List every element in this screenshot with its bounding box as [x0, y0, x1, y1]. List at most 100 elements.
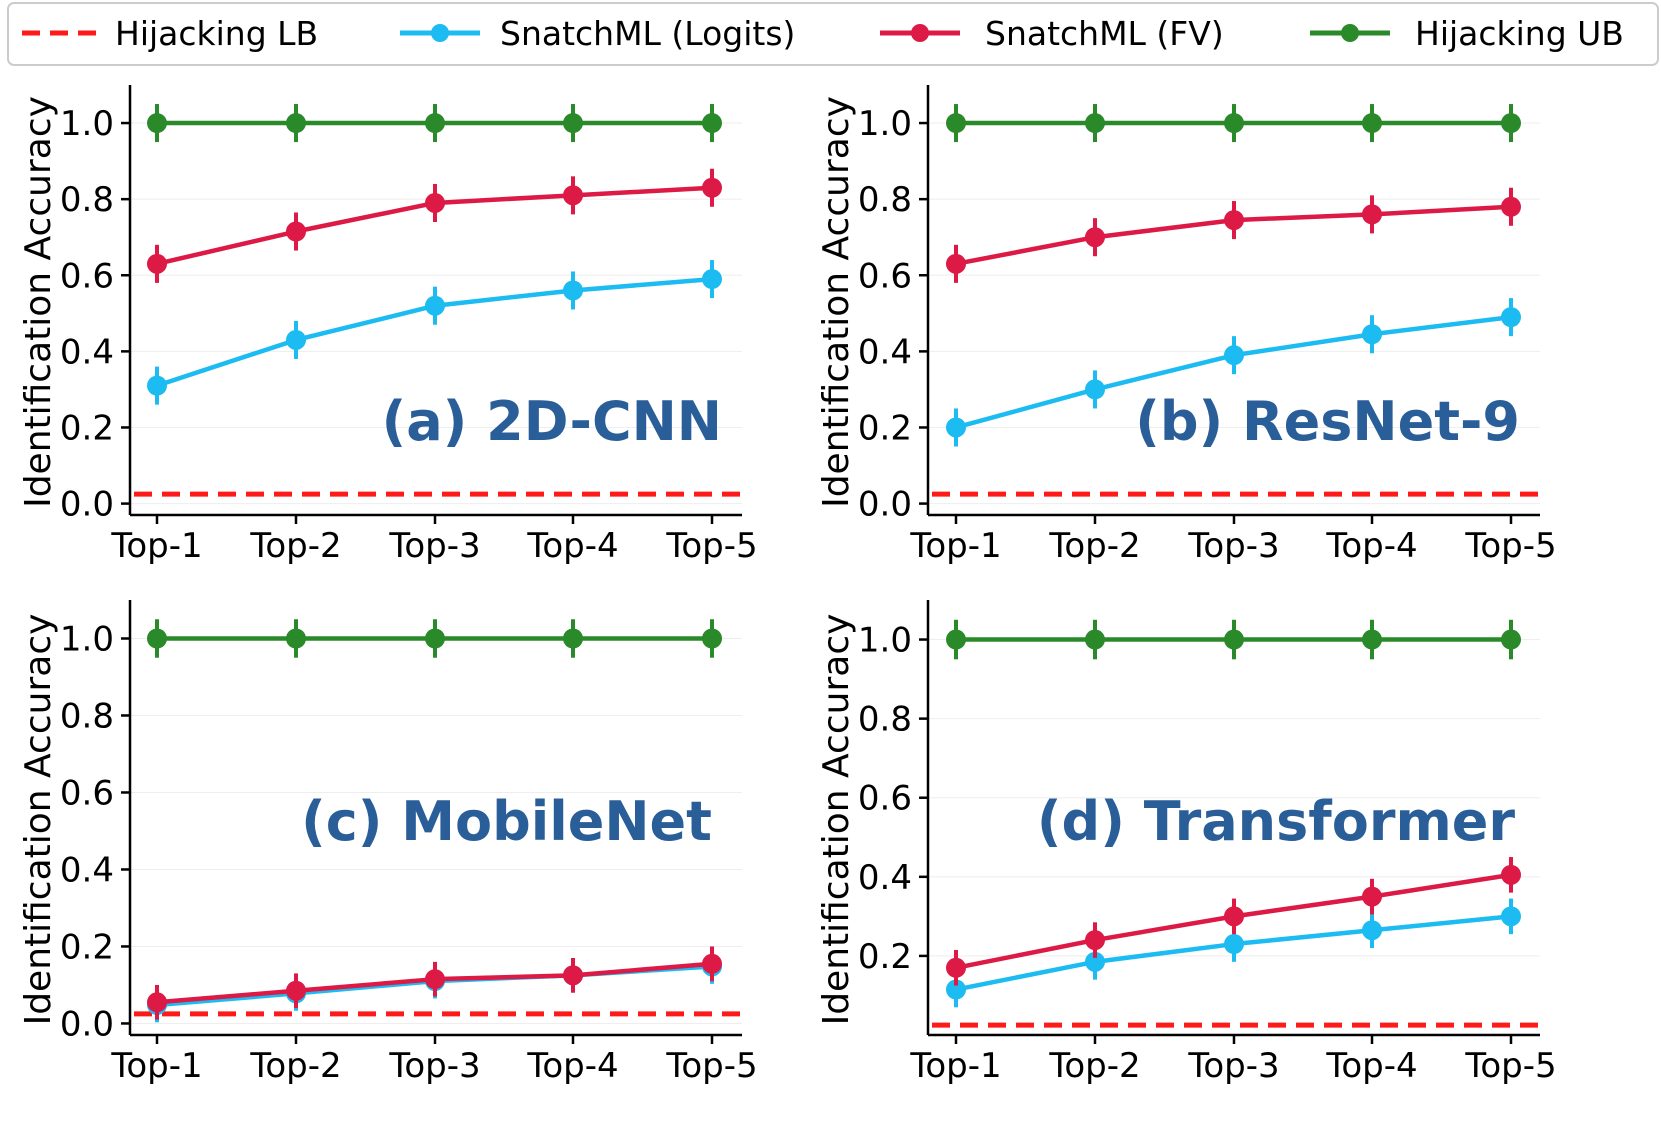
legend-frame [7, 2, 1659, 66]
x-tick-label: Top-2 [1048, 526, 1140, 566]
data-point-hijacking-ub [946, 629, 966, 650]
data-point-snatchml-logits [946, 979, 966, 1000]
y-tick-label: 0.2 [60, 927, 114, 967]
y-tick-label: 0.2 [60, 408, 114, 448]
x-tick-label: Top-5 [1464, 526, 1556, 566]
y-tick-label: 0.8 [858, 180, 912, 220]
panel-b-resnet9: 0.0 0.2 0.4 0.6 0.8 1.0 Top-1 Top-2 Top-3 Top-4 To… [816, 85, 1557, 566]
data-point-hijacking-ub [147, 113, 167, 134]
data-point-snatchml-logits [1224, 345, 1244, 366]
data-point-snatchml-fv [946, 957, 966, 978]
data-point-snatchml-fv [1501, 196, 1521, 217]
y-tick-label: 0.0 [858, 485, 912, 525]
y-tick-label: 0.4 [60, 332, 114, 372]
data-point-hijacking-ub [1085, 113, 1105, 134]
data-point-hijacking-ub [1224, 113, 1244, 134]
data-point-hijacking-ub [1362, 629, 1382, 650]
legend-marker-snatchml-logits [431, 24, 449, 42]
x-tick-label: Top-1 [110, 1046, 202, 1086]
x-tick-label: Top-3 [1187, 1046, 1279, 1086]
x-tick-label: Top-4 [526, 526, 618, 566]
data-point-hijacking-ub [1362, 113, 1382, 134]
data-point-hijacking-ub [1085, 629, 1105, 650]
data-point-hijacking-ub [425, 113, 445, 134]
data-point-snatchml-fv [563, 965, 583, 986]
legend-marker-snatchml-fv [911, 24, 929, 42]
x-tick-label: Top-2 [249, 526, 341, 566]
series-snatchml-logits [946, 298, 1521, 447]
x-tick-label: Top-3 [388, 1046, 480, 1086]
data-point-hijacking-ub [147, 628, 167, 649]
legend-label-hijacking-ub: Hijacking UB [1415, 14, 1624, 53]
y-tick-label: 0.6 [60, 773, 114, 813]
y-tick-label: 0.2 [858, 937, 912, 977]
x-tick-label: Top-4 [1325, 1046, 1417, 1086]
x-tick-label: Top-1 [909, 1046, 1001, 1086]
data-point-hijacking-ub [286, 113, 306, 134]
data-point-snatchml-fv [1224, 210, 1244, 231]
data-point-snatchml-fv [946, 253, 966, 274]
data-point-snatchml-fv [1085, 930, 1105, 951]
x-tick-label: Top-4 [526, 1046, 618, 1086]
data-point-snatchml-fv [1085, 227, 1105, 248]
y-tick-label: 0.0 [60, 1004, 114, 1044]
legend-label-snatchml-logits: SnatchML (Logits) [500, 14, 795, 53]
data-point-snatchml-logits [1362, 920, 1382, 941]
series-hijacking-ub [147, 619, 722, 658]
legend-marker-hijacking-ub [1341, 24, 1359, 42]
x-tick-label: Top-3 [388, 526, 480, 566]
x-tick-label: Top-3 [1187, 526, 1279, 566]
panel-d-transformer: 0.2 0.4 0.6 0.8 1.0 Top-1 Top-2 Top-3 Top-4 Top-5… [816, 600, 1557, 1086]
y-tick-label: 1.0 [858, 621, 912, 661]
y-tick-label: 0.6 [60, 256, 114, 296]
data-point-hijacking-ub [563, 628, 583, 649]
series-hijacking-ub [147, 104, 722, 143]
data-point-snatchml-logits [1224, 934, 1244, 955]
legend-label-snatchml-fv: SnatchML (FV) [985, 14, 1224, 53]
data-point-snatchml-fv [1501, 864, 1521, 885]
data-point-hijacking-ub [286, 628, 306, 649]
y-tick-label: 0.6 [858, 256, 912, 296]
data-point-hijacking-ub [1501, 113, 1521, 134]
x-tick-label: Top-1 [909, 526, 1001, 566]
y-tick-label: 0.4 [858, 332, 912, 372]
data-point-hijacking-ub [946, 113, 966, 134]
panel-title: (b) ResNet-9 [1135, 390, 1520, 453]
legend: Hijacking LB SnatchML (Logits) SnatchML … [7, 2, 1659, 66]
panel-a-2dcnn: 0.0 0.2 0.4 0.6 0.8 1.0 Top-1 Top-2 Top-3 Top-4 To… [18, 85, 758, 566]
y-tick-label: 0.8 [858, 700, 912, 740]
data-point-snatchml-fv [563, 185, 583, 206]
y-tick-label: 1.0 [60, 619, 114, 659]
data-point-snatchml-fv [147, 253, 167, 274]
data-point-snatchml-fv [425, 969, 445, 990]
data-point-snatchml-logits [1362, 324, 1382, 345]
data-point-snatchml-fv [425, 192, 445, 213]
data-point-snatchml-logits [425, 295, 445, 316]
data-point-snatchml-fv [286, 221, 306, 242]
y-axis-label: Identification Accuracy [18, 96, 59, 508]
series-hijacking-ub [946, 619, 1521, 660]
data-point-snatchml-logits [1085, 379, 1105, 400]
panel-c-mobilenet: 0.0 0.2 0.4 0.6 0.8 1.0 Top-1 Top-2 Top-3 Top-4 To… [18, 600, 758, 1086]
data-point-snatchml-fv [1362, 204, 1382, 225]
panel-title: (d) Transformer [1037, 790, 1515, 853]
series-snatchml-logits [147, 260, 722, 405]
data-point-hijacking-ub [702, 113, 722, 134]
y-tick-label: 1.0 [60, 104, 114, 144]
legend-label-hijacking-lb: Hijacking LB [115, 14, 318, 53]
y-tick-label: 1.0 [858, 104, 912, 144]
data-point-snatchml-logits [286, 329, 306, 350]
x-tick-label: Top-5 [665, 1046, 757, 1086]
data-point-snatchml-logits [147, 375, 167, 396]
panel-title: (a) 2D-CNN [382, 390, 722, 453]
panels: 0.0 0.2 0.4 0.6 0.8 1.0 Top-1 Top-2 Top-3 Top-4 To… [18, 85, 1557, 1086]
y-axis-label: Identification Accuracy [816, 96, 857, 508]
x-tick-label: Top-1 [110, 526, 202, 566]
y-tick-label: 0.4 [858, 858, 912, 898]
data-point-snatchml-logits [563, 280, 583, 301]
y-tick-label: 0.6 [858, 779, 912, 819]
x-tick-label: Top-5 [1464, 1046, 1556, 1086]
series-snatchml-fv [147, 946, 722, 1020]
data-point-snatchml-fv [702, 953, 722, 974]
